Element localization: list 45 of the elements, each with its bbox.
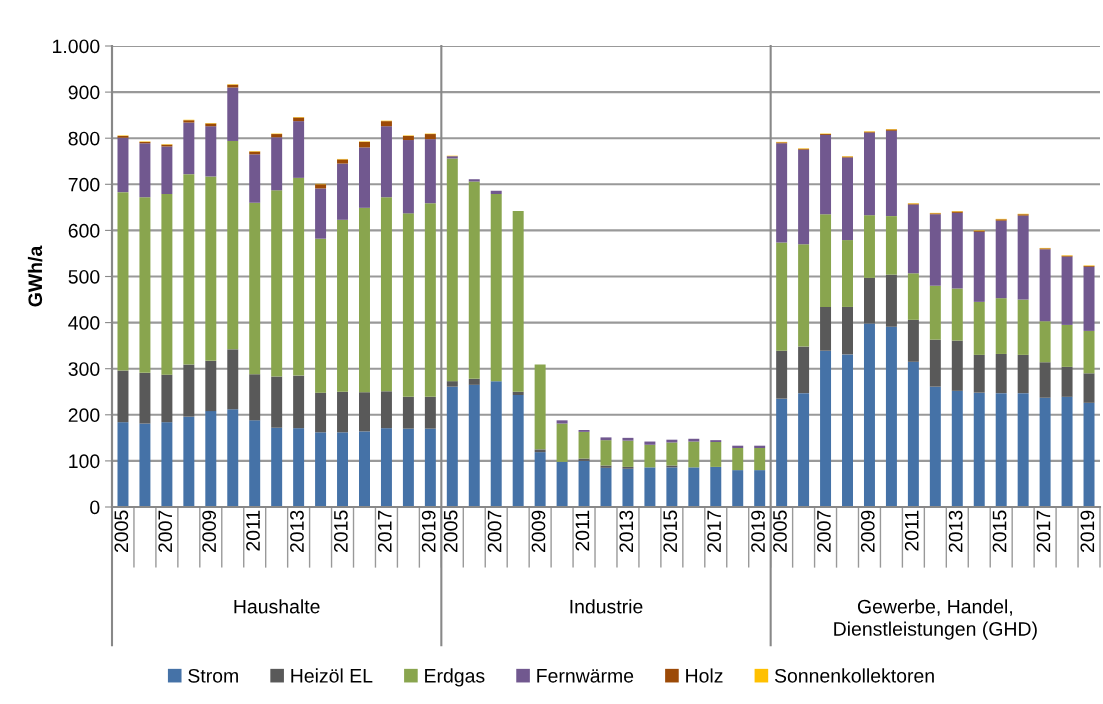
x-tick-label: 2005: [114, 510, 129, 553]
y-axis-title: GWh/a: [27, 245, 43, 307]
x-tick-label: 2019: [1080, 510, 1095, 553]
x-tick-label: 2009: [860, 510, 875, 553]
text: Gewerbe, Handel, Dienstleistungen (GHD): [834, 599, 1037, 640]
legend-label: Heizöl EL: [291, 668, 373, 683]
y-tick-label: 800: [68, 131, 100, 146]
x-tick-label: 2015: [663, 510, 678, 553]
text: Industrie: [570, 599, 643, 614]
y-tick-label: 300: [68, 362, 100, 376]
y-tick-label: 400: [68, 316, 100, 330]
y-tick-label: 600: [68, 223, 100, 238]
x-tick-label: 2015: [992, 510, 1007, 553]
y-tick-label: 0: [90, 500, 100, 515]
y-tick-label: 1.000: [53, 39, 100, 54]
x-tick-label: 2019: [751, 510, 765, 553]
x-tick-label: 2007: [487, 510, 502, 553]
x-tick-label: 2017: [1036, 510, 1051, 553]
legend-label: Strom: [188, 668, 238, 683]
y-tick-label: 900: [68, 85, 100, 100]
legend-label: Erdgas: [425, 668, 485, 687]
x-tick-label: 2019: [421, 510, 436, 553]
x-tick-label: 2011: [904, 510, 919, 551]
x-tick-label: 2017: [377, 510, 392, 553]
y-tick-label: 700: [68, 177, 100, 192]
x-tick-label: 2011: [575, 510, 590, 551]
x-tick-label: 2005: [443, 510, 458, 553]
x-tick-label: 2007: [158, 510, 173, 553]
y-tick-label: 500: [68, 269, 100, 284]
x-tick-label: 2007: [817, 510, 831, 553]
y-tick-label: 200: [68, 408, 100, 423]
x-tick-label: 2013: [290, 510, 304, 553]
x-tick-label: 2011: [246, 510, 260, 551]
legend-label: Fernwärme: [537, 669, 634, 683]
x-tick-label: 2009: [531, 510, 546, 553]
legend-label: Sonnenkollektoren: [774, 668, 934, 683]
legend-label: Holz: [686, 668, 723, 683]
x-tick-label: 2015: [333, 510, 348, 553]
x-tick-label: 2013: [619, 510, 634, 553]
text: Haushalte: [234, 599, 320, 614]
y-tick-label: 100: [69, 454, 100, 469]
x-tick-label: 2005: [773, 510, 787, 553]
x-tick-label: 2017: [707, 510, 721, 553]
x-tick-label: 2009: [202, 510, 217, 553]
x-tick-label: 2013: [948, 510, 963, 553]
